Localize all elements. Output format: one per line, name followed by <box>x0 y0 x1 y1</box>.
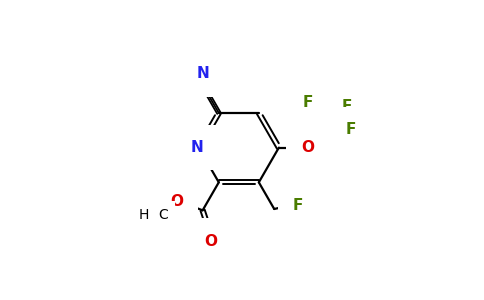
Text: O: O <box>170 194 183 208</box>
Text: H: H <box>138 208 149 222</box>
Text: O: O <box>301 140 314 155</box>
Text: F: F <box>303 95 313 110</box>
Text: F: F <box>341 99 352 114</box>
Text: 3: 3 <box>155 210 161 220</box>
Text: N: N <box>191 140 204 155</box>
Text: O: O <box>204 234 217 249</box>
Text: F: F <box>293 198 303 213</box>
Text: N: N <box>197 66 210 81</box>
Text: F: F <box>346 122 356 137</box>
Text: C: C <box>158 208 168 222</box>
